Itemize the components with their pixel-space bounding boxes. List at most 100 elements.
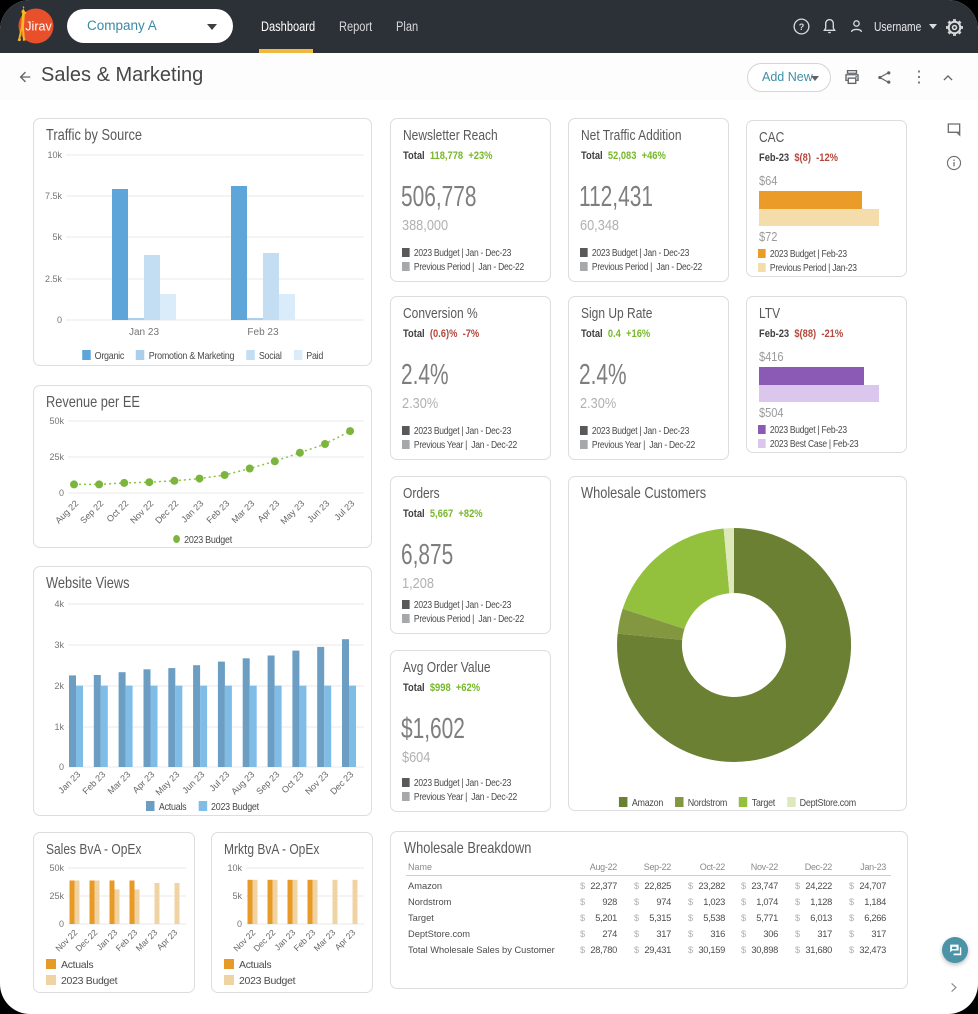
svg-text:3k: 3k: [54, 640, 64, 650]
svg-text:Jun 23: Jun 23: [305, 498, 331, 524]
svg-text:22,825: 22,825: [644, 881, 671, 891]
svg-text:Mar 23: Mar 23: [230, 498, 257, 525]
svg-text:23,282: 23,282: [698, 881, 725, 891]
svg-text:$: $: [688, 945, 694, 955]
svg-text:2.5k: 2.5k: [45, 274, 63, 284]
svg-text:May 23: May 23: [153, 769, 181, 797]
svg-text:317: 317: [871, 929, 886, 939]
svg-text:Jan 23: Jan 23: [129, 327, 159, 338]
svg-text:5,201: 5,201: [595, 913, 617, 923]
svg-text:Oct 23: Oct 23: [280, 769, 306, 795]
svg-text:Jan 23: Jan 23: [179, 498, 205, 524]
svg-text:10k: 10k: [227, 863, 242, 873]
svg-text:Nov 22: Nov 22: [128, 498, 155, 525]
svg-text:0: 0: [59, 919, 64, 929]
svg-text:5,315: 5,315: [649, 913, 671, 923]
svg-text:974: 974: [656, 897, 671, 907]
svg-text:Feb 23: Feb 23: [81, 769, 108, 796]
svg-text:$: $: [795, 881, 801, 891]
svg-text:Jan-23: Jan-23: [860, 862, 886, 872]
svg-text:Dec 23: Dec 23: [328, 769, 355, 796]
svg-text:$: $: [580, 881, 586, 891]
svg-text:Dec 22: Dec 22: [73, 927, 99, 953]
svg-text:50k: 50k: [49, 863, 64, 873]
svg-text:5k: 5k: [52, 232, 62, 242]
svg-text:Nov-22: Nov-22: [751, 862, 779, 872]
svg-text:Aug-22: Aug-22: [590, 862, 618, 872]
svg-text:Nov 23: Nov 23: [303, 769, 330, 796]
svg-text:4k: 4k: [54, 599, 64, 609]
svg-text:$: $: [849, 913, 855, 923]
svg-text:$: $: [849, 929, 855, 939]
svg-text:Apr 23: Apr 23: [131, 769, 157, 795]
svg-text:6,013: 6,013: [810, 913, 832, 923]
svg-text:5,771: 5,771: [756, 913, 778, 923]
svg-text:$: $: [741, 881, 747, 891]
svg-text:1,128: 1,128: [810, 897, 832, 907]
svg-text:Apr 23: Apr 23: [256, 498, 282, 524]
svg-text:1,023: 1,023: [703, 897, 725, 907]
svg-text:306: 306: [763, 929, 778, 939]
svg-text:$: $: [688, 881, 694, 891]
svg-text:Sep-22: Sep-22: [644, 862, 672, 872]
svg-text:5k: 5k: [232, 891, 242, 901]
svg-text:Feb 23: Feb 23: [205, 498, 232, 525]
svg-text:317: 317: [656, 929, 671, 939]
svg-text:0: 0: [237, 919, 242, 929]
svg-text:6,266: 6,266: [864, 913, 886, 923]
svg-text:$: $: [688, 913, 694, 923]
svg-text:24,707: 24,707: [859, 881, 886, 891]
svg-text:Apr 23: Apr 23: [155, 927, 180, 952]
svg-text:$: $: [795, 897, 801, 907]
svg-text:$: $: [580, 929, 586, 939]
svg-text:Feb 23: Feb 23: [247, 327, 279, 338]
svg-text:$: $: [849, 897, 855, 907]
svg-text:Jun 23: Jun 23: [180, 769, 206, 795]
svg-text:28,780: 28,780: [590, 945, 617, 955]
svg-text:Aug 22: Aug 22: [53, 498, 80, 525]
svg-text:DeptStore.com: DeptStore.com: [408, 929, 470, 939]
svg-text:Mar 23: Mar 23: [134, 927, 160, 953]
svg-text:2k: 2k: [54, 681, 64, 691]
svg-text:Name: Name: [408, 862, 432, 872]
svg-text:$: $: [795, 945, 801, 955]
svg-text:$: $: [580, 913, 586, 923]
svg-text:Aug 23: Aug 23: [229, 769, 256, 796]
svg-text:50k: 50k: [49, 416, 64, 426]
svg-text:$: $: [741, 897, 747, 907]
svg-text:Sep 22: Sep 22: [78, 498, 105, 525]
svg-text:Amazon: Amazon: [408, 881, 442, 891]
svg-text:Target: Target: [408, 913, 434, 923]
svg-text:Jul 23: Jul 23: [332, 498, 356, 522]
svg-text:317: 317: [817, 929, 832, 939]
svg-text:$: $: [634, 929, 640, 939]
svg-text:$: $: [688, 929, 694, 939]
svg-text:32,473: 32,473: [859, 945, 886, 955]
svg-text:Mar 23: Mar 23: [106, 769, 133, 796]
svg-text:$: $: [741, 913, 747, 923]
svg-text:316: 316: [710, 929, 725, 939]
svg-text:23,747: 23,747: [751, 881, 778, 891]
svg-text:1,074: 1,074: [756, 897, 778, 907]
svg-text:Oct-22: Oct-22: [700, 862, 726, 872]
svg-text:Oct 22: Oct 22: [105, 498, 131, 524]
svg-text:1,184: 1,184: [864, 897, 886, 907]
svg-text:$: $: [580, 897, 586, 907]
svg-text:May 23: May 23: [278, 498, 306, 526]
svg-text:30,898: 30,898: [751, 945, 778, 955]
svg-text:Nordstrom: Nordstrom: [408, 897, 452, 907]
svg-text:$: $: [688, 897, 694, 907]
svg-text:$: $: [580, 945, 586, 955]
svg-text:Dec 22: Dec 22: [153, 498, 180, 525]
svg-text:0: 0: [59, 488, 64, 498]
svg-text:$: $: [741, 945, 747, 955]
svg-text:Sep 23: Sep 23: [254, 769, 281, 796]
svg-text:Mar 23: Mar 23: [312, 927, 338, 953]
svg-text:Jan 23: Jan 23: [56, 769, 82, 795]
svg-text:$: $: [634, 945, 640, 955]
svg-text:274: 274: [602, 929, 617, 939]
svg-text:$: $: [634, 881, 640, 891]
svg-text:Total Wholesale Sales by Custo: Total Wholesale Sales by Customer: [408, 945, 555, 955]
svg-text:$: $: [795, 929, 801, 939]
svg-text:$: $: [849, 881, 855, 891]
